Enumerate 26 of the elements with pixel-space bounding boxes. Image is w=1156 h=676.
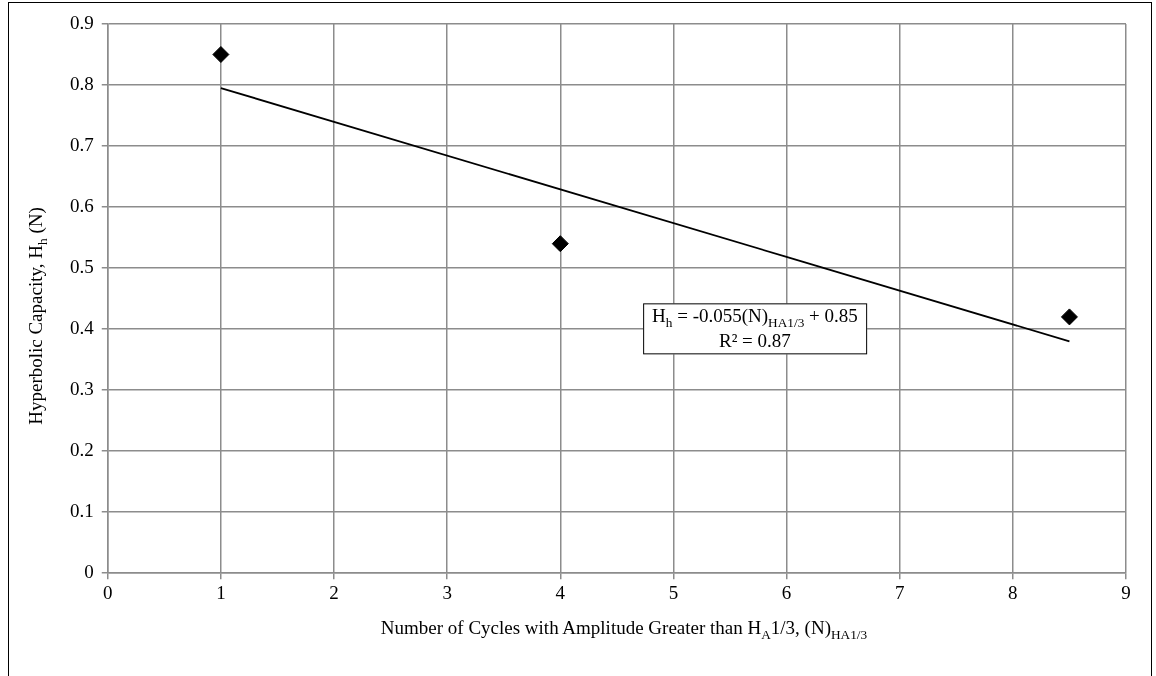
annotation: H$_{h}$ = -0.055(N)$_{HA1/3}$ + 0.85: [652, 305, 858, 331]
x-tick-label: 4: [555, 581, 566, 603]
y-tick-label: 0.9: [70, 11, 94, 33]
y-tick-label: 0.1: [70, 500, 94, 522]
y-tick-label: 0.3: [70, 378, 94, 400]
x-tick-label: 3: [442, 581, 452, 603]
y-tick-label: 0.7: [70, 134, 94, 156]
y-tick-label: 0: [84, 561, 94, 583]
x-axis-title: Number of Cycles with Amplitude Greater than H$_{A}$1/3, (N)$_{HA1/3}$: [380, 617, 868, 643]
x-tick-label: 1: [216, 581, 226, 603]
x-tick-label: 8: [1008, 581, 1018, 603]
point: [212, 46, 230, 64]
y-tick-label: 0.2: [70, 439, 94, 461]
x-tick-label: 9: [1121, 581, 1131, 603]
point: [1060, 308, 1078, 326]
y-tick-label: 0.5: [70, 256, 94, 278]
annotation: R² = 0.87: [718, 329, 791, 351]
x-tick-label: 0: [103, 581, 113, 603]
x-tick-label: 6: [781, 581, 792, 603]
y-tick-label: 0.4: [70, 317, 95, 339]
x-tick-label: 2: [329, 581, 339, 603]
y-tick-label: 0.6: [70, 195, 94, 217]
point: [551, 235, 569, 253]
x-tick-label: 7: [894, 581, 905, 603]
x-tick-label: 5: [668, 581, 679, 603]
y-tick-label: 0.8: [70, 73, 94, 95]
